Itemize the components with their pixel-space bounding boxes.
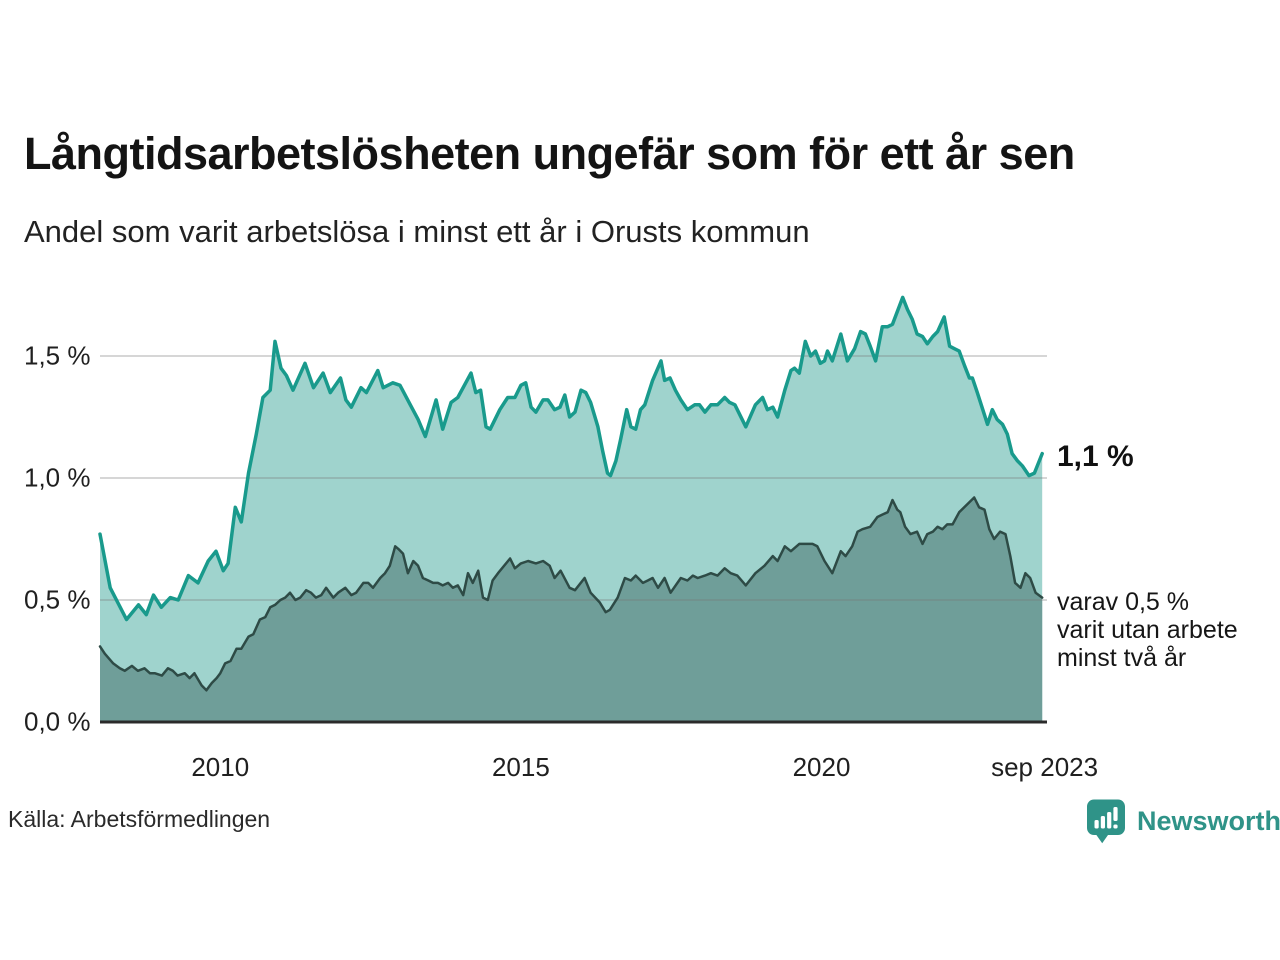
y-tick-label: 0,0 % — [24, 706, 91, 737]
source-label: Källa: Arbetsförmedlingen — [8, 806, 271, 832]
x-tick-label: 2015 — [491, 752, 550, 782]
y-tick-label: 0,5 % — [24, 584, 91, 615]
chart-subtitle: Andel som varit arbetslösa i minst ett å… — [24, 214, 810, 249]
line-one-year — [98, 295, 1044, 622]
y-tick-label: 1,5 % — [24, 340, 91, 371]
chart-title: Långtidsarbetslösheten ungefär som för e… — [24, 128, 1075, 179]
x-tick-label: 2010 — [191, 752, 250, 782]
y-tick-label: 1,0 % — [24, 462, 91, 493]
annotation-two-year-line: varav 0,5 % — [1057, 588, 1190, 616]
annotation-two-year-line: minst två år — [1057, 644, 1187, 672]
annotation-two-year-block: varav 0,5 % varit utan arbete minst två … — [1057, 588, 1238, 672]
area-two-years — [100, 497, 1043, 722]
annotation-two-year-line: varit utan arbete — [1057, 616, 1238, 644]
line-two-years — [98, 496, 1044, 692]
bar-chart-speech-pin-icon — [1087, 799, 1125, 844]
newsworthy-wordmark: Newsworthy — [1137, 806, 1280, 836]
x-tick-label: sep 2023 — [991, 752, 1099, 782]
x-tick-label: 2020 — [792, 752, 851, 782]
annotation-latest-value: 1,1 % — [1057, 440, 1134, 473]
newsworthy-logo: Newsworthy — [1086, 798, 1280, 845]
